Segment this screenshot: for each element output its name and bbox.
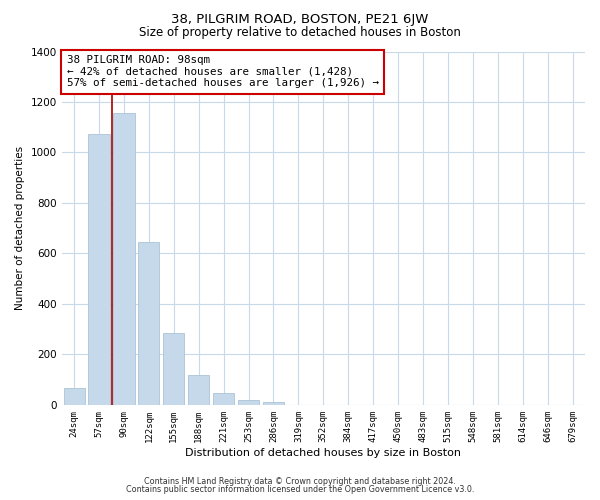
Text: Contains public sector information licensed under the Open Government Licence v3: Contains public sector information licen… [126, 485, 474, 494]
Text: Contains HM Land Registry data © Crown copyright and database right 2024.: Contains HM Land Registry data © Crown c… [144, 477, 456, 486]
Text: 38 PILGRIM ROAD: 98sqm
← 42% of detached houses are smaller (1,428)
57% of semi-: 38 PILGRIM ROAD: 98sqm ← 42% of detached… [67, 55, 379, 88]
Bar [188, 374, 209, 405]
Bar [263, 402, 284, 405]
X-axis label: Distribution of detached houses by size in Boston: Distribution of detached houses by size … [185, 448, 461, 458]
Text: 38, PILGRIM ROAD, BOSTON, PE21 6JW: 38, PILGRIM ROAD, BOSTON, PE21 6JW [172, 12, 428, 26]
Text: Size of property relative to detached houses in Boston: Size of property relative to detached ho… [139, 26, 461, 39]
Y-axis label: Number of detached properties: Number of detached properties [15, 146, 25, 310]
Bar [88, 134, 110, 405]
Bar [238, 400, 259, 405]
Bar [213, 392, 234, 405]
Bar [113, 114, 134, 405]
Bar [64, 388, 85, 405]
Bar [138, 242, 160, 405]
Bar [163, 333, 184, 405]
